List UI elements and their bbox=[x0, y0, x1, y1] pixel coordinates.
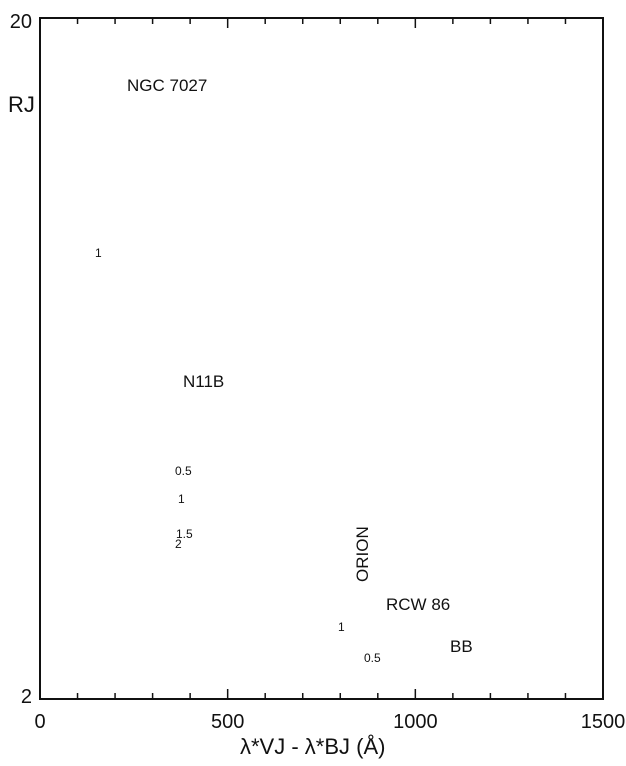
plot-frame bbox=[39, 17, 604, 700]
label-rcw-05: 0.5 bbox=[364, 651, 381, 665]
y-axis-title: RJ bbox=[8, 92, 35, 117]
axis-tick-labels: 05001000150025101520 bbox=[10, 11, 626, 733]
x-tick-label: 0 bbox=[34, 711, 45, 733]
label-bb: BB bbox=[450, 637, 473, 656]
label-n11b-2: 2 bbox=[175, 537, 182, 551]
x-tick-label: 500 bbox=[211, 711, 244, 733]
label-n11b: N11B bbox=[183, 372, 224, 391]
x-tick-label: 1000 bbox=[393, 711, 438, 733]
label-rcw86: RCW 86 bbox=[386, 595, 450, 614]
label-orion: ORION bbox=[353, 526, 372, 582]
label-n11b-05: 0.5 bbox=[175, 464, 192, 478]
label-ngc7027: NGC 7027 bbox=[127, 76, 207, 95]
x-axis-title: λ*VJ - λ*BJ (Å) bbox=[240, 734, 385, 759]
label-n11b-1: 1 bbox=[178, 492, 185, 506]
axis-ticks bbox=[39, 18, 604, 699]
label-ngc-1: 1 bbox=[95, 246, 102, 260]
y-tick-label: 20 bbox=[10, 11, 32, 33]
y-tick-label: 2 bbox=[21, 686, 32, 708]
label-rcw-1: 1 bbox=[338, 620, 345, 634]
x-tick-label: 1500 bbox=[581, 711, 626, 733]
label-n11b-15: 1.5 bbox=[176, 527, 193, 541]
